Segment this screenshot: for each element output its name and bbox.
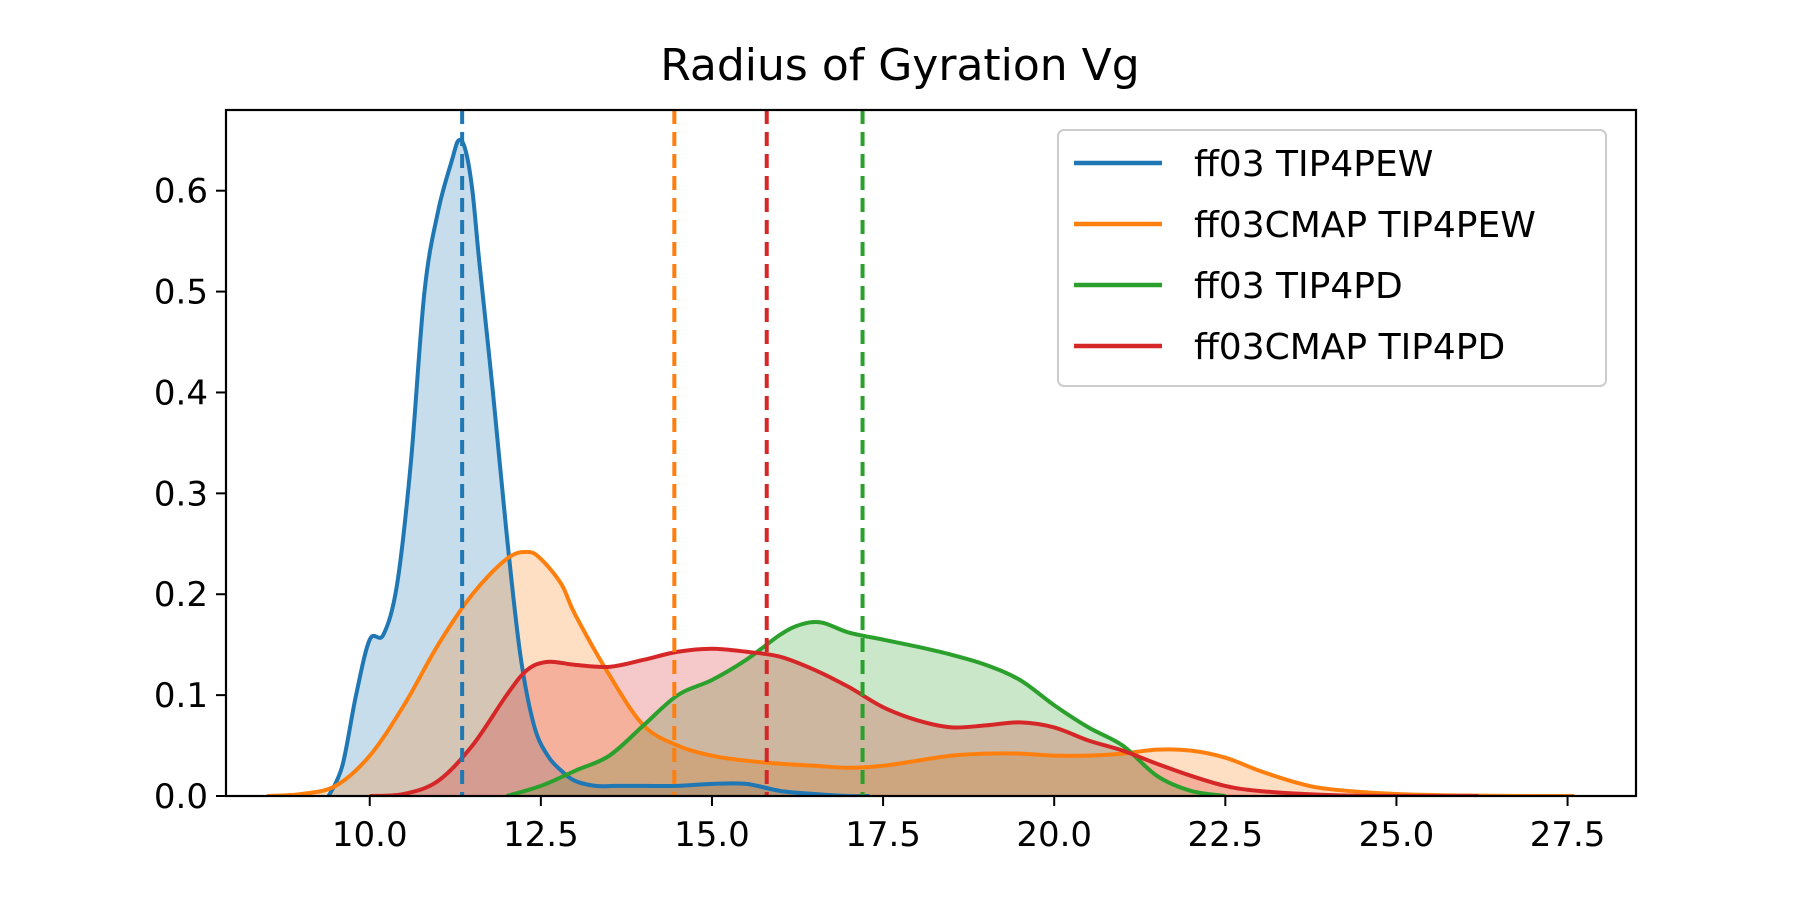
x-axis: 10.0 12.5 15.0 17.5 20.0 22.5 25.0 27.5 (332, 796, 1606, 855)
x-tick-label: 12.5 (503, 815, 579, 855)
legend-box (1057, 129, 1607, 387)
legend-label-1: ff03 TIP4PEW (1194, 144, 1433, 185)
plot-frame (224, 108, 1638, 798)
y-tick-label: 0.5 (154, 273, 208, 313)
mean-lines (460, 110, 865, 796)
legend-label-3: ff03 TIP4PD (1194, 266, 1403, 307)
legend: ff03 TIP4PEW ff03CMAP TIP4PEW ff03 TIP4PD f… (1057, 129, 1607, 387)
density-fill-1 (328, 139, 870, 796)
x-tick-label: 27.5 (1530, 815, 1606, 855)
y-tick-label: 0.0 (154, 777, 208, 817)
chart-title: Radius of Gyration Vg (660, 40, 1139, 91)
y-axis: 0.0 0.1 0.2 0.3 0.4 0.5 0.6 (154, 172, 226, 817)
y-tick-label: 0.3 (154, 474, 208, 514)
x-tick-label: 22.5 (1187, 815, 1263, 855)
y-tick-label: 0.6 (154, 172, 208, 212)
density-line-4 (369, 646, 1479, 796)
x-tick-label: 10.0 (332, 815, 408, 855)
legend-label-2: ff03CMAP TIP4PEW (1194, 205, 1536, 246)
density-fill-2 (267, 551, 1575, 796)
x-tick-label: 17.5 (845, 815, 921, 855)
x-tick-label: 20.0 (1016, 815, 1092, 855)
y-tick-label: 0.2 (154, 575, 208, 615)
x-tick-label: 15.0 (674, 815, 750, 855)
y-tick-label: 0.1 (154, 676, 208, 716)
density-lines (266, 137, 1575, 796)
x-tick-label: 25.0 (1359, 815, 1435, 855)
legend-label-4: ff03CMAP TIP4PD (1194, 327, 1505, 368)
y-tick-label: 0.4 (154, 373, 208, 413)
density-line-2 (266, 549, 1575, 796)
density-fill-3 (506, 621, 1226, 796)
density-line-1 (326, 137, 870, 796)
density-line-3 (506, 619, 1226, 796)
